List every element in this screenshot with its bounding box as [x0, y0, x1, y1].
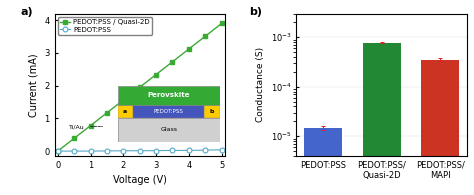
PEDOT:PSS [219, 149, 225, 151]
PEDOT:PSS / Quasi-2D [120, 99, 126, 101]
Text: Ti/Au: Ti/Au [69, 124, 102, 129]
PEDOT:PSS / Quasi-2D [219, 22, 225, 25]
PEDOT:PSS / Quasi-2D [137, 86, 143, 89]
Bar [304, 128, 342, 195]
PEDOT:PSS / Quasi-2D [104, 112, 110, 114]
PEDOT:PSS / Quasi-2D [88, 124, 93, 127]
PEDOT:PSS / Quasi-2D [71, 137, 77, 139]
PEDOT:PSS [137, 150, 143, 152]
Line: PEDOT:PSS / Quasi-2D: PEDOT:PSS / Quasi-2D [55, 21, 224, 153]
Bar [363, 43, 401, 195]
Line: PEDOT:PSS: PEDOT:PSS [55, 147, 224, 153]
PEDOT:PSS [71, 150, 77, 152]
PEDOT:PSS [55, 150, 61, 152]
PEDOT:PSS / Quasi-2D [186, 48, 191, 50]
PEDOT:PSS [120, 150, 126, 152]
Text: a): a) [20, 6, 33, 17]
Text: b): b) [249, 6, 262, 17]
PEDOT:PSS [170, 149, 175, 152]
PEDOT:PSS [153, 149, 159, 152]
X-axis label: Voltage (V): Voltage (V) [113, 176, 167, 185]
PEDOT:PSS / Quasi-2D [55, 150, 61, 152]
PEDOT:PSS [104, 150, 110, 152]
PEDOT:PSS / Quasi-2D [202, 35, 208, 37]
PEDOT:PSS [88, 150, 93, 152]
Y-axis label: Current (mA): Current (mA) [29, 53, 39, 117]
PEDOT:PSS / Quasi-2D [153, 73, 159, 76]
Bar [421, 60, 459, 195]
PEDOT:PSS / Quasi-2D [170, 61, 175, 63]
PEDOT:PSS [186, 149, 191, 152]
Legend: PEDOT:PSS / Quasi-2D, PEDOT:PSS: PEDOT:PSS / Quasi-2D, PEDOT:PSS [58, 17, 152, 35]
PEDOT:PSS [202, 149, 208, 151]
Y-axis label: Conductance (S): Conductance (S) [256, 47, 265, 122]
